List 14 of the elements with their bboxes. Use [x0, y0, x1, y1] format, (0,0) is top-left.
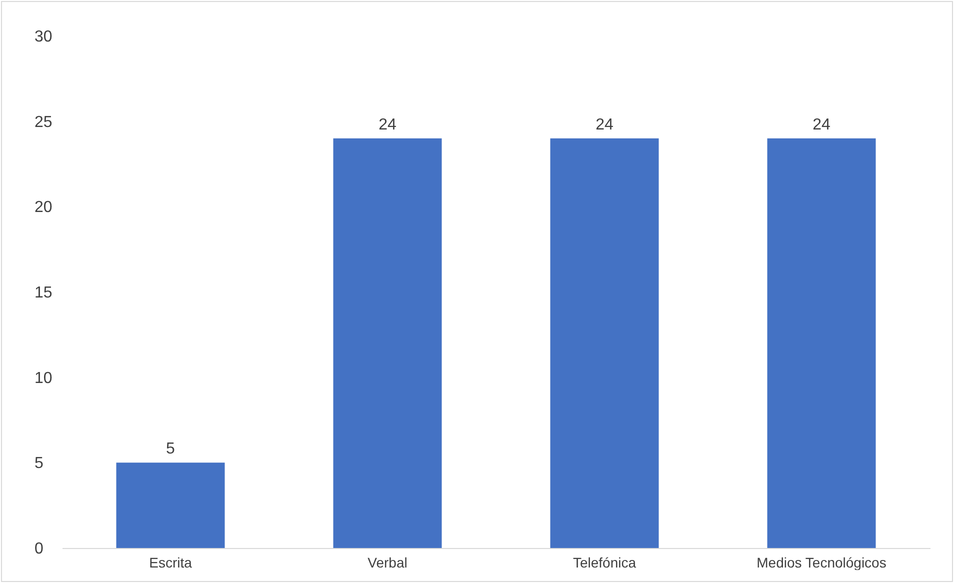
y-tick-label: 30 [34, 28, 52, 46]
data-label: 24 [596, 116, 614, 134]
data-label: 24 [378, 116, 396, 134]
x-tick-label: Verbal [368, 554, 408, 570]
data-label: 5 [166, 440, 176, 458]
data-label: 24 [812, 116, 830, 134]
y-tick-label: 15 [34, 284, 52, 302]
y-tick-label: 25 [34, 114, 52, 131]
x-tick-label: Telefónica [572, 554, 636, 570]
y-tick-label: 5 [34, 455, 44, 472]
y-tick-label: 10 [34, 370, 52, 387]
x-tick-label: Escrita [149, 554, 192, 570]
y-tick-label: 20 [34, 199, 52, 216]
y-tick-label: 0 [34, 540, 44, 558]
